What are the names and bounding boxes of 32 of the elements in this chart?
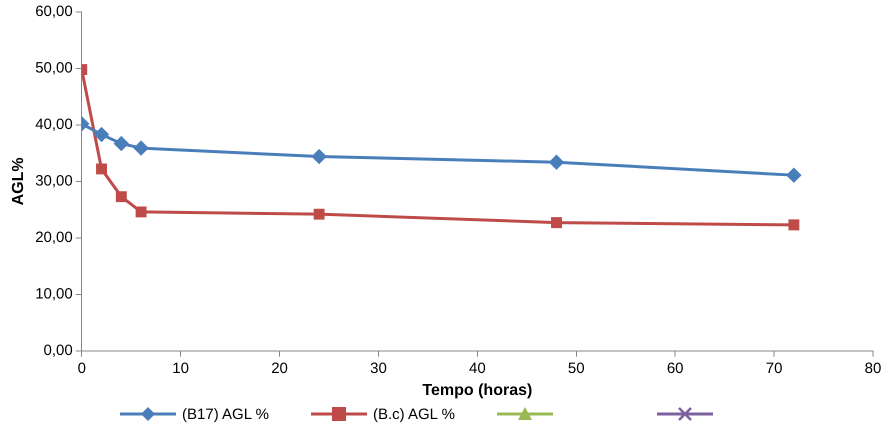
point — [116, 191, 127, 202]
point — [786, 168, 802, 183]
x-tick-label: 0 — [78, 360, 86, 377]
x-tick-label: 30 — [370, 360, 387, 377]
point — [96, 164, 107, 174]
y-tick-label: 40,00 — [35, 116, 73, 134]
y-tick-label: 10,00 — [35, 285, 73, 302]
point — [548, 154, 564, 170]
point — [312, 149, 327, 164]
x-tick-label: 70 — [766, 360, 782, 377]
x-tick-label: 50 — [568, 360, 585, 377]
legend-label: (B.c) AGL % — [373, 406, 455, 422]
legend-label: (B17) AGL % — [182, 406, 269, 422]
x-tick-label: 80 — [864, 360, 882, 377]
y-tick-label: 20,00 — [35, 229, 73, 246]
y-tick-label: 50,00 — [35, 60, 73, 77]
point — [314, 208, 325, 220]
point — [114, 136, 129, 152]
x-tick-label: 10 — [172, 360, 189, 377]
point — [136, 206, 147, 218]
point — [788, 219, 800, 230]
y-tick-label: 0,00 — [44, 342, 73, 359]
x-tick-label: 20 — [271, 360, 288, 377]
y-tick-label: 30,00 — [35, 172, 73, 190]
x-tick-label: 40 — [469, 360, 486, 377]
x-axis-title: Tempo (horas) — [422, 382, 532, 399]
point — [134, 140, 149, 156]
point — [94, 127, 110, 142]
y-axis-title: AGL% — [10, 157, 28, 206]
point — [551, 217, 562, 228]
x-tick-label: 60 — [666, 360, 684, 377]
y-tick-label: 60,00 — [35, 3, 73, 20]
